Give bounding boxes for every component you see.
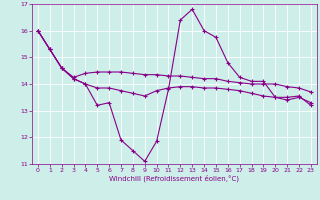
X-axis label: Windchill (Refroidissement éolien,°C): Windchill (Refroidissement éolien,°C): [109, 175, 239, 182]
